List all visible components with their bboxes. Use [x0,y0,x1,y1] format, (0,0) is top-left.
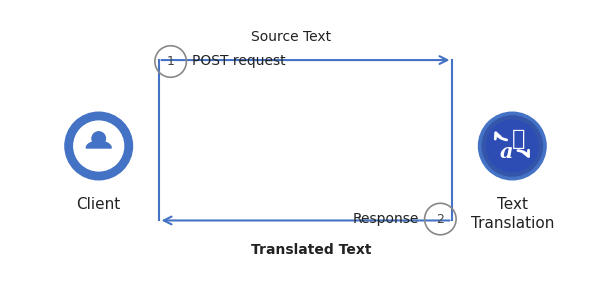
Text: Response: Response [352,212,419,226]
Text: 2: 2 [436,213,444,225]
Circle shape [74,121,123,171]
Text: Translated Text: Translated Text [251,244,371,257]
Text: POST request: POST request [192,55,286,69]
Text: Text
Translation: Text Translation [470,197,554,231]
Polygon shape [86,141,111,148]
Circle shape [92,132,106,145]
Circle shape [486,120,538,172]
Text: Source Text: Source Text [251,30,331,44]
Text: Client: Client [76,197,121,212]
Text: あ: あ [512,129,525,149]
Text: a: a [499,142,513,162]
Circle shape [482,116,543,176]
Text: 1: 1 [167,55,175,68]
Circle shape [478,112,546,180]
Circle shape [65,112,133,180]
